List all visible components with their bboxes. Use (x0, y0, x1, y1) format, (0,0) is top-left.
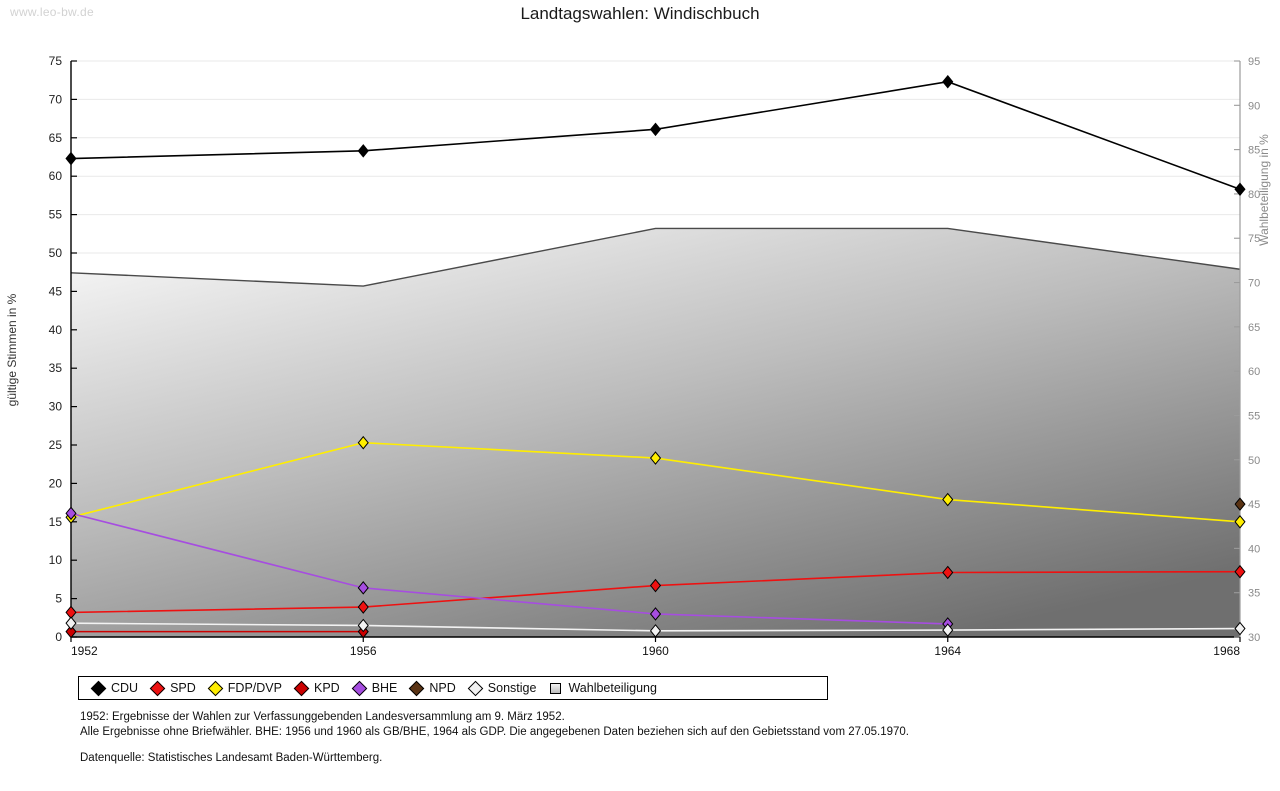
legend-marker-icon (351, 680, 367, 696)
svg-text:60: 60 (49, 169, 63, 183)
legend-marker-icon (293, 680, 310, 696)
svg-text:10: 10 (49, 553, 63, 567)
note-line-2: Alle Ergebnisse ohne Briefwähler. BHE: 1… (80, 726, 909, 738)
svg-text:65: 65 (49, 131, 63, 145)
svg-text:1952: 1952 (71, 644, 98, 658)
legend-marker-icon (149, 680, 166, 696)
svg-text:90: 90 (1248, 100, 1260, 112)
svg-text:20: 20 (49, 476, 63, 490)
svg-text:80: 80 (1248, 189, 1260, 201)
left-axis-ticks: 0 5 10 15 20 25 30 35 40 45 50 55 60 65 70 75 (49, 54, 77, 644)
legend: CDU SPD FDP/DVP KPD BHE NPD Sonstige Wahlbeteil… (78, 676, 828, 700)
svg-text:1968: 1968 (1213, 644, 1240, 658)
legend-item-wahlbeteiligung[interactable]: Wahlbeteiligung (550, 681, 657, 695)
svg-text:30: 30 (1248, 632, 1260, 644)
right-axis-ticks: 30 35 40 45 50 55 60 65 70 75 80 85 90 95 (1234, 56, 1260, 644)
chart-title: Landtagswahlen: Windischbuch (520, 4, 760, 23)
svg-text:35: 35 (1248, 588, 1260, 600)
legend-marker-icon (467, 680, 484, 696)
svg-text:85: 85 (1248, 145, 1260, 157)
legend-item-kpd[interactable]: KPD (293, 680, 340, 696)
legend-label: CDU (111, 681, 139, 695)
svg-text:55: 55 (1248, 410, 1260, 422)
svg-text:25: 25 (49, 438, 63, 452)
turnout-area (70, 227, 1241, 637)
svg-text:75: 75 (1248, 233, 1260, 245)
x-axis-ticks: 1952 1956 1960 1964 1968 (70, 637, 1241, 658)
chart-svg: 0 5 10 15 20 25 30 35 40 45 50 55 60 65 70 75 30 35 40 45 5… (5, 54, 1271, 658)
svg-text:45: 45 (1248, 499, 1260, 511)
svg-text:60: 60 (1248, 366, 1260, 378)
chart-notes: 1952: Ergebnisse der Wahlen zur Verfassu… (80, 710, 909, 740)
legend-item-cdu[interactable]: CDU (90, 680, 139, 696)
watermark: www.leo-bw.de (10, 5, 94, 19)
legend-marker-icon (550, 682, 562, 694)
svg-text:30: 30 (49, 400, 63, 414)
svg-text:70: 70 (49, 92, 63, 106)
svg-text:5: 5 (55, 592, 62, 606)
legend-label: Sonstige (487, 681, 537, 695)
svg-text:95: 95 (1248, 56, 1260, 68)
legend-label: KPD (313, 681, 340, 695)
left-axis-label: gültige Stimmen in % (5, 293, 19, 406)
svg-text:1956: 1956 (350, 644, 377, 658)
svg-text:0: 0 (55, 630, 62, 644)
legend-item-npd[interactable]: NPD (409, 680, 456, 696)
svg-text:40: 40 (1248, 543, 1260, 555)
series-points (65, 74, 1246, 639)
legend-label: BHE (371, 681, 398, 695)
svg-text:1964: 1964 (934, 644, 961, 658)
svg-text:1960: 1960 (642, 644, 669, 658)
legend-marker-icon (409, 680, 425, 696)
legend-label: NPD (429, 681, 456, 695)
svg-text:35: 35 (49, 361, 63, 375)
legend-label: Wahlbeteiligung (568, 681, 657, 695)
legend-item-spd[interactable]: SPD (149, 680, 196, 696)
legend-marker-icon (207, 680, 224, 696)
svg-text:50: 50 (49, 246, 63, 260)
legend-marker-icon (90, 680, 107, 696)
svg-text:45: 45 (49, 284, 63, 298)
legend-item-bhe[interactable]: BHE (351, 680, 398, 696)
chart-source: Datenquelle: Statistisches Landesamt Bad… (80, 752, 383, 764)
svg-text:15: 15 (49, 515, 63, 529)
svg-text:40: 40 (49, 323, 63, 337)
legend-label: SPD (170, 681, 196, 695)
svg-text:50: 50 (1248, 455, 1260, 467)
svg-text:65: 65 (1248, 322, 1260, 334)
legend-label: FDP/DVP (227, 681, 282, 695)
svg-text:55: 55 (49, 208, 63, 222)
svg-text:70: 70 (1248, 278, 1260, 290)
note-line-1: 1952: Ergebnisse der Wahlen zur Verfassu… (80, 711, 565, 723)
legend-item-sonstige[interactable]: Sonstige (467, 680, 537, 696)
right-axis-label: Wahlbeteiligung in % (1257, 134, 1271, 246)
svg-text:75: 75 (49, 54, 63, 68)
legend-item-fdp-dvp[interactable]: FDP/DVP (207, 680, 282, 696)
